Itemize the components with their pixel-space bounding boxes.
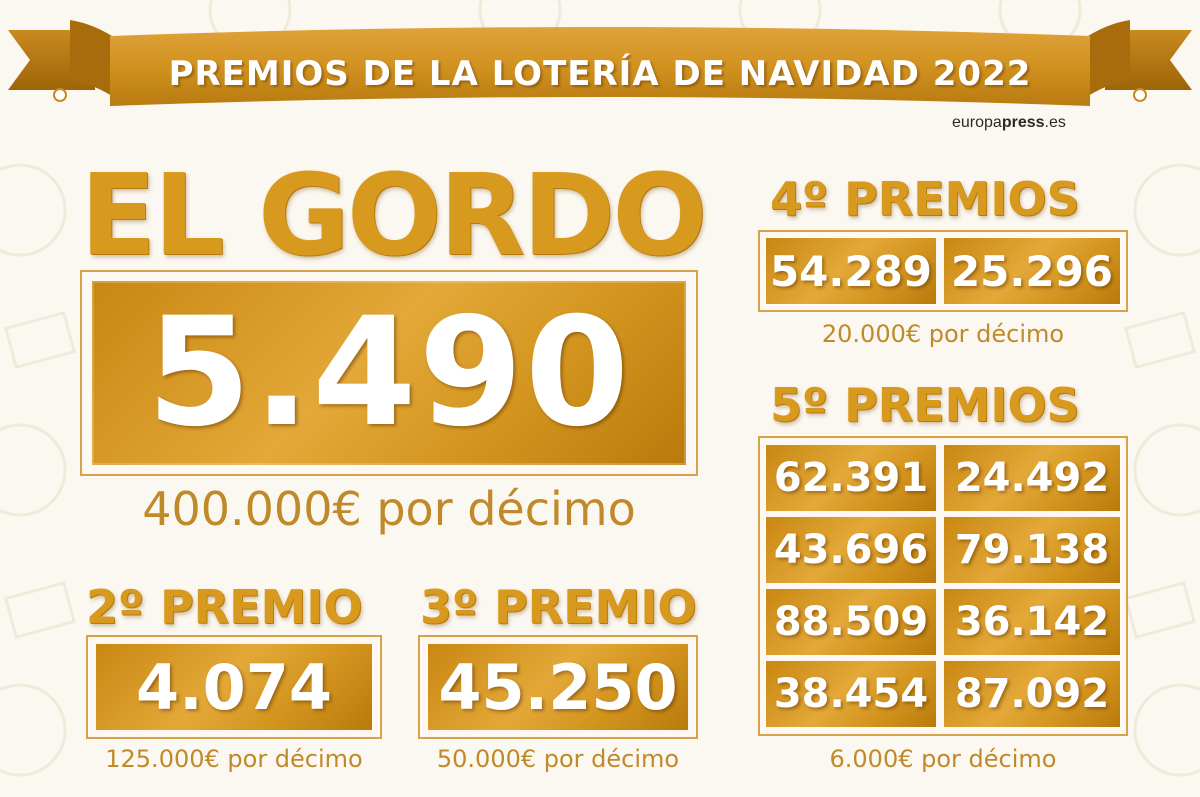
quinto-number-7: 38.454 [766, 661, 936, 727]
segundo-prize: 125.000€ por décimo [105, 745, 363, 773]
quinto-number-8: 87.092 [944, 661, 1120, 727]
quintos-prize: 6.000€ por décimo [829, 745, 1057, 773]
segundo-number: 4.074 [96, 644, 372, 730]
gordo-number: 5.490 [92, 281, 686, 465]
quinto-number-3: 43.696 [766, 517, 936, 583]
tercero-prize: 50.000€ por décimo [436, 745, 680, 773]
gordo-prize: 400.000€ por décimo [142, 482, 636, 536]
cuarto-number-1: 54.289 [766, 238, 936, 304]
cuarto-number-2: 25.296 [944, 238, 1120, 304]
gordo-heading: EL GORDO [80, 151, 707, 281]
page-title: PREMIOS DE LA LOTERÍA DE NAVIDAD 2022 [168, 54, 1032, 94]
quinto-number-2: 24.492 [944, 445, 1120, 511]
quinto-number-1: 62.391 [766, 445, 936, 511]
segundo-heading: 2º PREMIO [86, 580, 363, 634]
brand-logo: europapress.es [952, 114, 1066, 132]
brand-suffix: .es [1044, 114, 1066, 131]
tercero-number: 45.250 [428, 644, 688, 730]
brand-bold: press [1001, 114, 1045, 131]
ribbon-banner [8, 20, 1192, 106]
cuartos-prize: 20.000€ por décimo [821, 320, 1065, 348]
quinto-number-6: 36.142 [944, 589, 1120, 655]
brand-main: europa [952, 114, 1002, 131]
cuartos-heading: 4º PREMIOS [770, 172, 1080, 226]
tercero-heading: 3º PREMIO [420, 580, 697, 634]
quintos-heading: 5º PREMIOS [770, 378, 1080, 432]
quinto-number-4: 79.138 [944, 517, 1120, 583]
quinto-number-5: 88.509 [766, 589, 936, 655]
